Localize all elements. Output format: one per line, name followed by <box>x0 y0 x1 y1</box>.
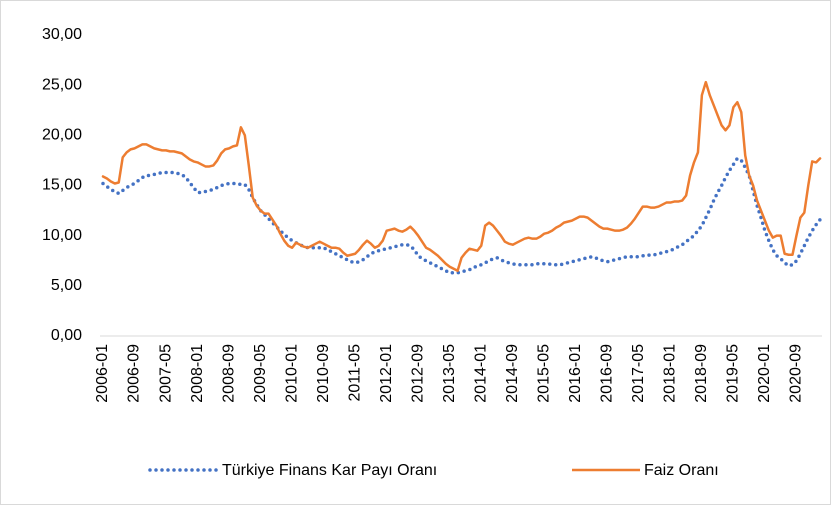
x-tick-label: 2006-09 <box>126 344 143 403</box>
x-tick-label: 2014-09 <box>504 344 521 403</box>
y-tick-label: 5,00 <box>51 277 82 294</box>
x-tick-label: 2010-01 <box>283 344 300 403</box>
legend-label: Türkiye Finans Kar Payı Oranı <box>222 462 437 479</box>
x-tick-label: 2015-05 <box>535 344 552 403</box>
x-tick-label: 2011-05 <box>346 344 363 402</box>
x-tick-label: 2006-01 <box>94 344 111 403</box>
y-tick-label: 15,00 <box>42 177 82 194</box>
x-tick-label: 2020-09 <box>788 344 805 403</box>
x-tick-label: 2017-05 <box>630 344 647 403</box>
x-tick-label: 2012-09 <box>409 344 426 403</box>
series-line <box>101 156 822 275</box>
x-tick-label: 2008-09 <box>220 344 237 403</box>
x-tick-label: 2019-05 <box>725 344 742 403</box>
x-tick-label: 2012-01 <box>378 344 395 403</box>
series-line <box>101 80 822 273</box>
x-tick-label: 2018-01 <box>662 344 679 403</box>
y-tick-label: 20,00 <box>42 127 82 144</box>
x-tick-label: 2018-09 <box>693 344 710 403</box>
x-tick-label: 2016-01 <box>567 344 584 403</box>
x-tick-label: 2009-05 <box>252 344 269 403</box>
x-tick-label: 2007-05 <box>157 344 174 403</box>
legend-label: Faiz Oranı <box>644 462 719 479</box>
x-tick-label: 2016-09 <box>599 344 616 403</box>
x-tick-label: 2013-05 <box>441 344 458 403</box>
x-tick-label: 2010-09 <box>315 344 332 403</box>
x-tick-label: 2014-01 <box>472 344 489 403</box>
y-tick-label: 25,00 <box>42 76 82 93</box>
x-tick-label: 2020-01 <box>756 344 773 403</box>
y-tick-label: 10,00 <box>42 227 82 244</box>
y-tick-label: 30,00 <box>42 26 82 43</box>
y-tick-label: 0,00 <box>51 327 82 344</box>
x-tick-label: 2008-01 <box>189 344 206 403</box>
